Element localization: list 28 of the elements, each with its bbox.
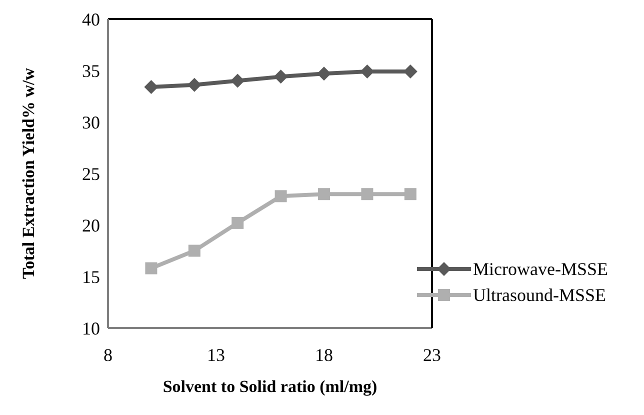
legend-label: Microwave-MSSE xyxy=(473,258,608,281)
point xyxy=(187,78,202,92)
point xyxy=(404,188,416,200)
y-tick-label: 20 xyxy=(82,215,100,236)
point xyxy=(274,190,287,202)
x-tick-label: 23 xyxy=(423,344,442,365)
point xyxy=(230,74,245,88)
y-tick-label: 10 xyxy=(82,318,100,338)
y-axis-title: Total Extraction Yield% w/w xyxy=(19,67,38,280)
y-tick-label: 15 xyxy=(82,266,100,287)
point xyxy=(274,70,288,84)
point xyxy=(144,80,158,94)
x-tick-label: 13 xyxy=(207,344,226,365)
point xyxy=(145,262,158,274)
y-tick-label: 25 xyxy=(82,164,100,184)
y-tick-label: 30 xyxy=(82,112,100,132)
point xyxy=(360,64,374,79)
point xyxy=(188,244,200,257)
y-tick-label: 35 xyxy=(82,60,100,81)
legend-label: Ultrasound-MSSE xyxy=(473,284,606,307)
point xyxy=(361,188,374,200)
point xyxy=(317,66,332,81)
point xyxy=(232,216,244,229)
y-tick-label: 40 xyxy=(82,9,100,30)
x-tick-label: 8 xyxy=(104,344,112,365)
x-axis-title: Solvent to Solid ratio (ml/mg) xyxy=(162,377,378,396)
x-tick-label: 18 xyxy=(315,344,334,365)
point xyxy=(318,188,330,200)
